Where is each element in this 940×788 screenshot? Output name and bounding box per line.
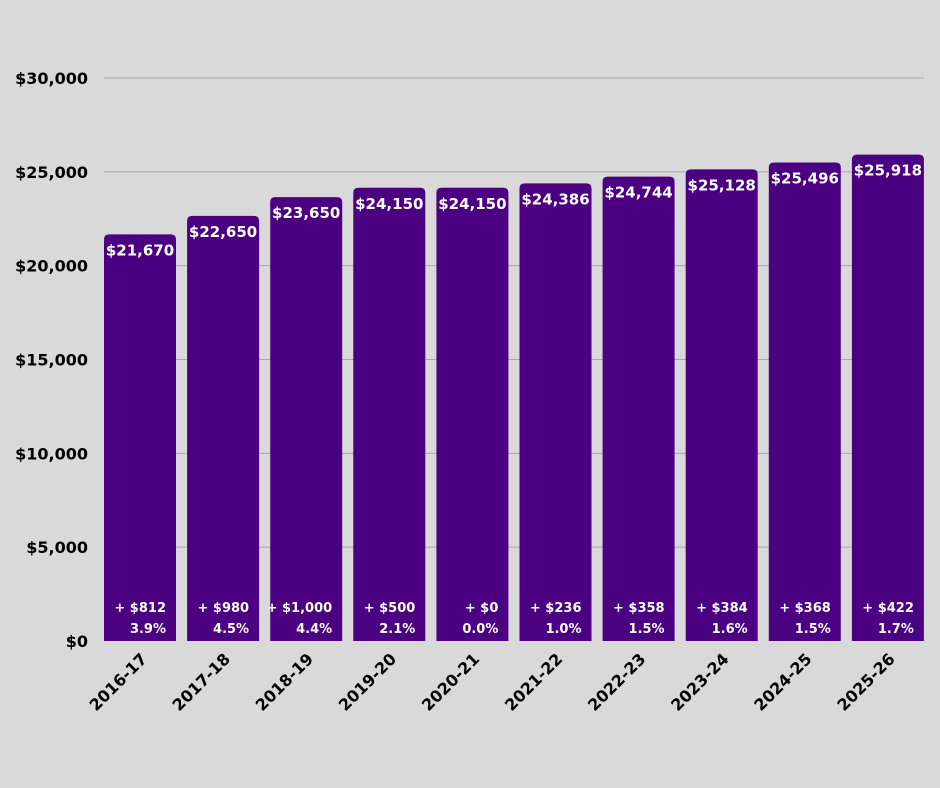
bar-percent-label: 3.9% <box>130 622 166 637</box>
bar <box>602 176 675 641</box>
bar <box>104 234 176 641</box>
y-tick-label: $20,000 <box>15 257 88 276</box>
bar-value-label: $25,128 <box>688 176 756 194</box>
bar <box>685 169 758 641</box>
x-tick-label: 2024-25 <box>750 649 815 714</box>
bar-value-label: $24,150 <box>355 195 423 213</box>
bar <box>851 154 924 641</box>
x-tick-label: 2021-22 <box>501 649 566 714</box>
x-tick-label: 2023-24 <box>667 649 732 714</box>
bar-change-label: + $358 <box>613 601 665 616</box>
bar-value-label: $22,650 <box>189 223 257 241</box>
y-tick-label: $10,000 <box>15 444 88 463</box>
y-tick-label: $15,000 <box>15 351 88 370</box>
x-tick-label: 2016-17 <box>85 649 150 714</box>
x-tick-label: 2017-18 <box>169 649 234 714</box>
bar-percent-label: 4.4% <box>296 622 332 637</box>
bar-percent-label: 1.7% <box>878 622 914 637</box>
bar <box>187 215 260 641</box>
bar-value-label: $24,150 <box>438 195 506 213</box>
x-tick-label: 2019-20 <box>335 649 400 714</box>
bar-change-label: + $500 <box>364 601 416 616</box>
bar-percent-label: 2.1% <box>379 622 415 637</box>
bar-change-label: + $1,000 <box>267 601 333 616</box>
bar <box>270 197 343 641</box>
x-tick-label: 2025-26 <box>833 649 898 714</box>
bar-percent-label: 1.5% <box>629 622 665 637</box>
bar-change-label: + $0 <box>465 601 499 616</box>
x-tick-label: 2022-23 <box>584 649 649 714</box>
bar-percent-label: 1.5% <box>795 622 831 637</box>
bar-change-label: + $384 <box>696 601 748 616</box>
x-tick-label: 2020-21 <box>418 649 483 714</box>
bar <box>353 187 426 641</box>
bar-change-label: + $812 <box>114 601 166 616</box>
bar-value-label: $25,918 <box>854 162 922 180</box>
bar <box>768 162 841 641</box>
y-tick-label: $0 <box>66 632 88 651</box>
bar-value-label: $21,670 <box>106 241 174 259</box>
bar-percent-label: 4.5% <box>213 622 249 637</box>
bar-percent-label: 1.0% <box>545 622 581 637</box>
y-tick-label: $25,000 <box>15 163 88 182</box>
bar-change-label: + $980 <box>197 601 249 616</box>
bar <box>519 183 592 641</box>
bar-change-label: + $422 <box>862 601 914 616</box>
bar-percent-label: 1.6% <box>712 622 748 637</box>
bar-percent-label: 0.0% <box>462 622 498 637</box>
bar-value-label: $24,386 <box>521 190 589 208</box>
y-tick-label: $5,000 <box>26 538 88 557</box>
bar-value-label: $24,744 <box>604 184 672 202</box>
bar-change-label: + $368 <box>779 601 831 616</box>
bar-value-label: $23,650 <box>272 204 340 222</box>
bar-change-label: + $236 <box>530 601 582 616</box>
bar-value-label: $25,496 <box>771 170 839 188</box>
y-tick-label: $30,000 <box>15 69 88 88</box>
bar <box>436 187 509 641</box>
x-tick-label: 2018-19 <box>252 649 317 714</box>
